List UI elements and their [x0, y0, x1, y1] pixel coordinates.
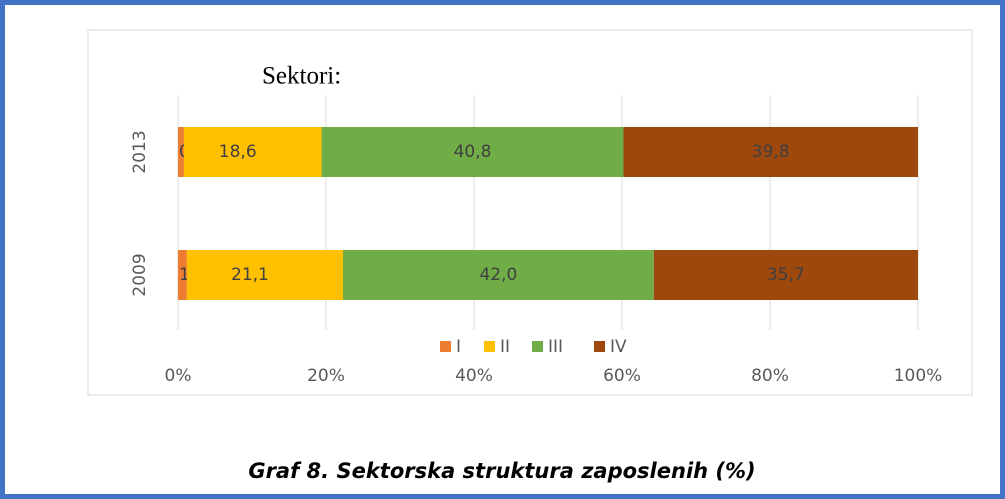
data-label: 39,8 [752, 142, 790, 162]
bar-segment [178, 127, 184, 177]
bar-segment [178, 250, 187, 300]
x-tick-label: 40% [455, 366, 493, 386]
data-label: 35,7 [767, 265, 805, 285]
legend-swatch [594, 341, 605, 352]
x-tick-label: 0% [165, 366, 192, 386]
bar-segment [321, 127, 624, 177]
bar-segment [343, 250, 654, 300]
x-tick-label: 20% [307, 366, 345, 386]
data-label: 42,0 [479, 265, 517, 285]
x-tick-label: 100% [894, 366, 943, 386]
legend-label: III [548, 337, 563, 357]
bar-segment [183, 127, 322, 177]
caption: Graf 8. Sektorska struktura zaposlenih (… [248, 459, 755, 483]
legend-swatch [484, 341, 495, 352]
bar-segment [623, 127, 918, 177]
bar-segment [653, 250, 918, 300]
chart-subtitle: Sektori: [262, 63, 341, 90]
legend-label: IV [610, 337, 627, 357]
legend-swatch [532, 341, 543, 352]
legend-label: I [456, 337, 461, 357]
legend-swatch [440, 341, 451, 352]
data-label: 40,8 [454, 142, 492, 162]
legend-label: II [500, 337, 510, 357]
x-tick-label: 80% [751, 366, 789, 386]
bar-segment [186, 250, 344, 300]
data-label: 18,6 [219, 142, 257, 162]
chart-area [87, 29, 973, 396]
data-label: 21,1 [231, 265, 269, 285]
x-tick-label: 60% [603, 366, 641, 386]
y-tick-label: 2013 [130, 130, 150, 173]
y-tick-label: 2009 [130, 253, 150, 296]
